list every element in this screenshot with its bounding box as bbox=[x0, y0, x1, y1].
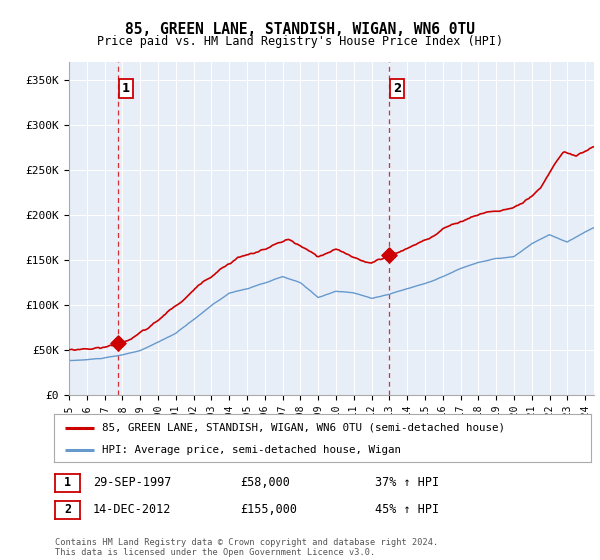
Text: 2: 2 bbox=[64, 503, 71, 516]
Text: 1: 1 bbox=[122, 82, 130, 95]
Text: Price paid vs. HM Land Registry's House Price Index (HPI): Price paid vs. HM Land Registry's House … bbox=[97, 35, 503, 48]
Text: Contains HM Land Registry data © Crown copyright and database right 2024.
This d: Contains HM Land Registry data © Crown c… bbox=[55, 538, 439, 557]
Text: £58,000: £58,000 bbox=[240, 476, 290, 489]
Text: 29-SEP-1997: 29-SEP-1997 bbox=[93, 476, 172, 489]
Text: 14-DEC-2012: 14-DEC-2012 bbox=[93, 503, 172, 516]
Text: 45% ↑ HPI: 45% ↑ HPI bbox=[375, 503, 439, 516]
Text: 37% ↑ HPI: 37% ↑ HPI bbox=[375, 476, 439, 489]
Text: 85, GREEN LANE, STANDISH, WIGAN, WN6 0TU: 85, GREEN LANE, STANDISH, WIGAN, WN6 0TU bbox=[125, 22, 475, 38]
Text: HPI: Average price, semi-detached house, Wigan: HPI: Average price, semi-detached house,… bbox=[103, 445, 401, 455]
Text: 1: 1 bbox=[64, 476, 71, 489]
Text: 85, GREEN LANE, STANDISH, WIGAN, WN6 0TU (semi-detached house): 85, GREEN LANE, STANDISH, WIGAN, WN6 0TU… bbox=[103, 423, 505, 433]
Point bbox=[384, 251, 394, 260]
Text: £155,000: £155,000 bbox=[240, 503, 297, 516]
Point bbox=[113, 338, 123, 347]
Text: 2: 2 bbox=[393, 82, 401, 95]
